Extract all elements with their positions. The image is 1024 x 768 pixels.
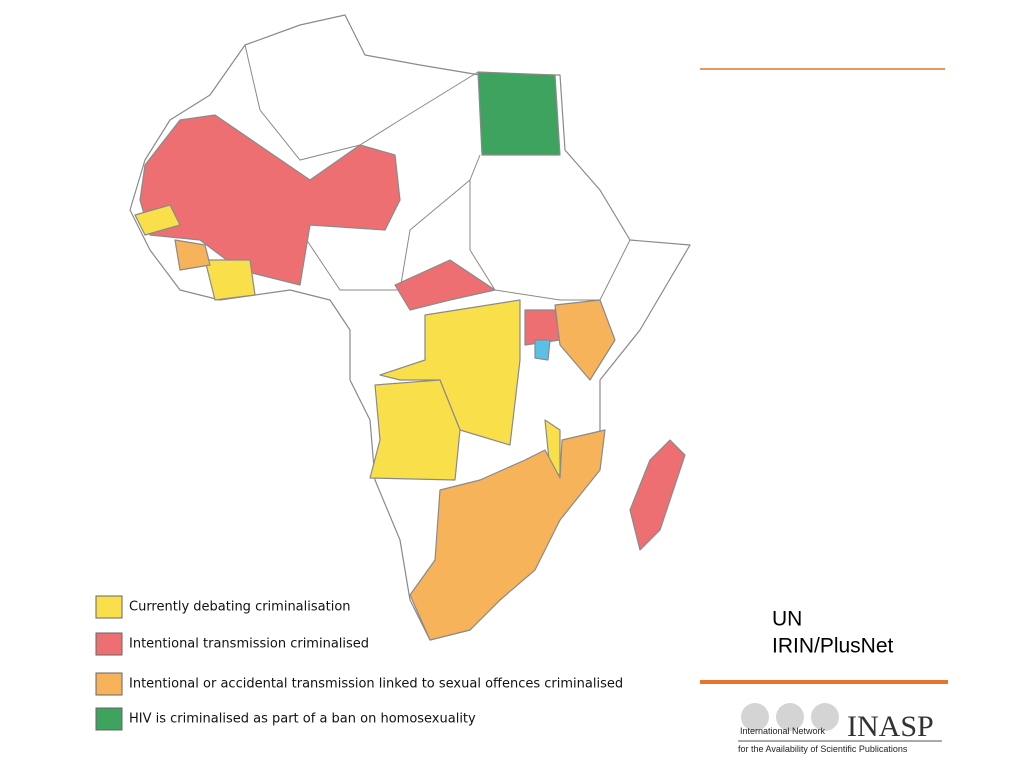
legend-label: HIV is criminalised as part of a ban on … [129, 712, 476, 727]
legend-swatch [95, 595, 123, 619]
legend: Currently debating criminalisation Intent… [95, 595, 623, 731]
border-lines [244, 44, 479, 161]
region-rwanda [534, 339, 551, 361]
region [409, 429, 606, 641]
legend-label: Intentional transmission criminalised [129, 637, 369, 652]
region [554, 299, 616, 381]
logo-name: INASP [847, 710, 934, 743]
legend-label: Currently debating criminalisation [129, 600, 351, 615]
source-line: UN [772, 608, 802, 631]
legend-swatch [95, 672, 123, 696]
region [204, 259, 256, 301]
region [174, 239, 211, 271]
logo-tagline: for the Availability of Scientific Publi… [738, 744, 908, 754]
africa-map [129, 14, 691, 641]
logo-globe [811, 703, 839, 731]
legend-swatch [95, 632, 123, 656]
legend-label: Intentional or accidental transmission l… [129, 677, 623, 692]
region [369, 379, 461, 481]
logo-globe [776, 703, 804, 731]
logo-globe [741, 703, 769, 731]
region [629, 439, 686, 551]
region [477, 71, 561, 156]
legend-swatch [95, 707, 123, 731]
region [139, 114, 401, 286]
source-line: IRIN/PlusNet [772, 635, 894, 658]
logo-network: International Network [740, 726, 826, 736]
region [134, 204, 181, 236]
logo: International Network INASP for the Avai… [738, 703, 942, 754]
region [394, 259, 496, 311]
